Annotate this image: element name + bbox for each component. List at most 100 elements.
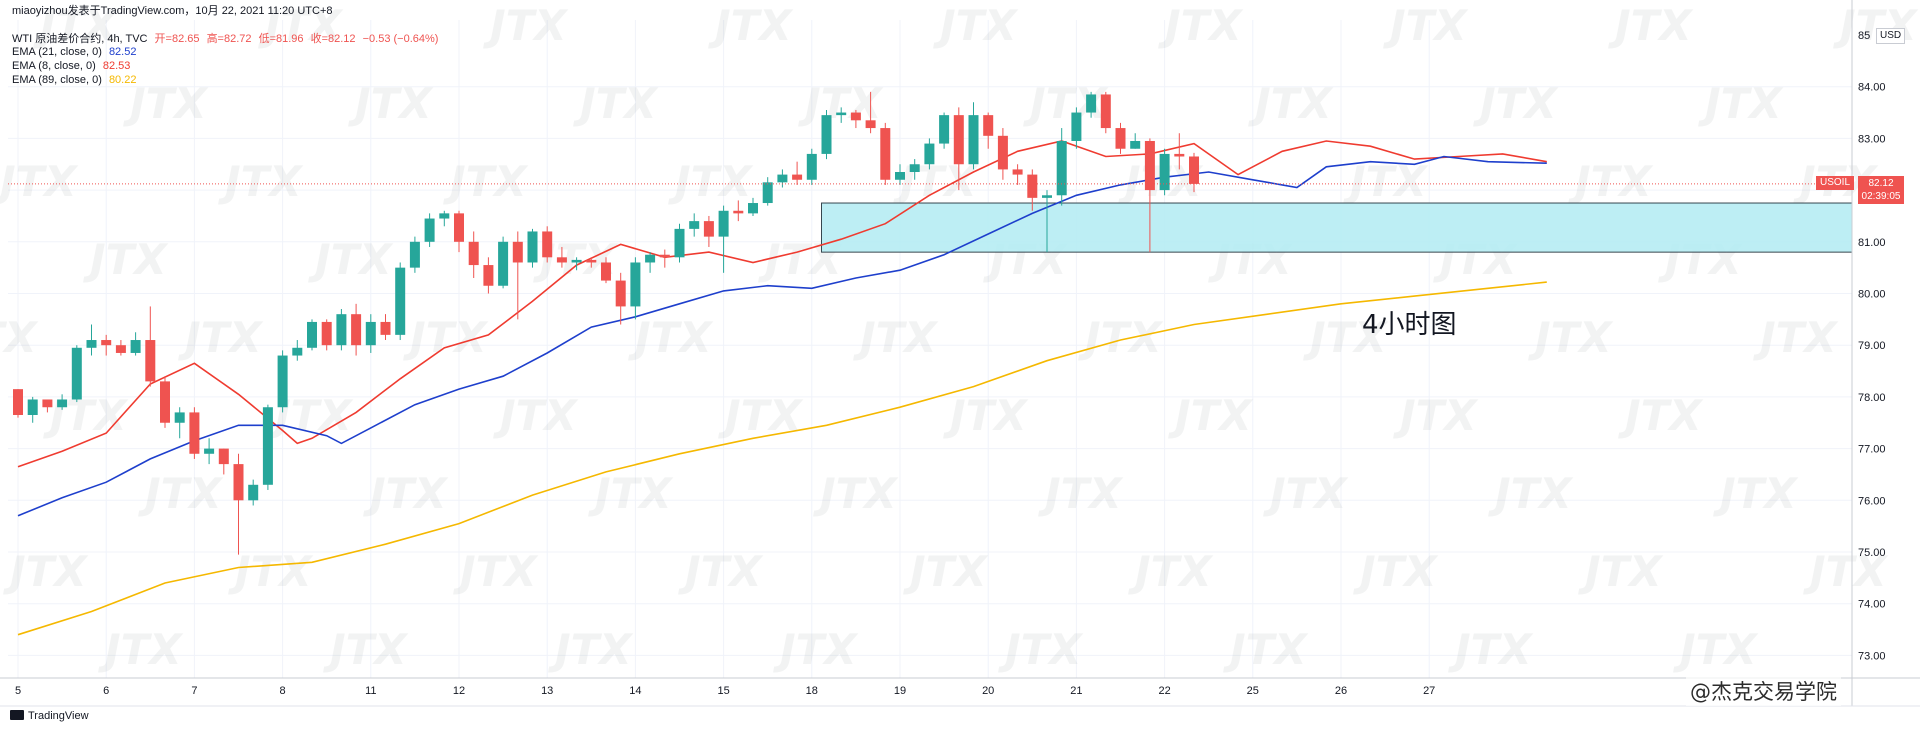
candle-down bbox=[997, 128, 1008, 180]
candle-body bbox=[1042, 195, 1052, 198]
candle-body bbox=[71, 347, 82, 400]
candle-body bbox=[983, 115, 994, 136]
indicator-ema89[interactable]: EMA (89, close, 0) 80.22 bbox=[12, 74, 140, 86]
candle-body bbox=[454, 213, 464, 242]
jtx-watermark: JTX bbox=[178, 313, 264, 362]
tradingview-logo[interactable]: TradingView bbox=[10, 710, 89, 722]
support-zone bbox=[821, 202, 1853, 253]
candle-up bbox=[689, 213, 700, 237]
candle-body bbox=[953, 115, 964, 165]
candle-down bbox=[542, 226, 553, 263]
candle-down bbox=[380, 314, 391, 341]
publisher-line: miaoyizhou发表于TradingView.com，10月 22, 202… bbox=[12, 5, 333, 17]
candle-body bbox=[351, 314, 362, 346]
candle-up bbox=[748, 197, 758, 216]
candle-down bbox=[880, 122, 891, 185]
jtx-watermark: JTX bbox=[668, 157, 754, 206]
ema-lines bbox=[17, 140, 1547, 636]
candle-body bbox=[468, 241, 479, 266]
candle-body bbox=[204, 448, 215, 454]
candle-body bbox=[233, 464, 244, 501]
indicator-ema21[interactable]: EMA (21, close, 0) 82.52 bbox=[12, 46, 140, 58]
y-tick-label: 73.00 bbox=[1858, 650, 1886, 662]
jtx-watermark: JTX bbox=[1353, 547, 1439, 596]
symbol-name: WTI 原油差价合约, 4h, TVC bbox=[12, 33, 148, 45]
indicator-label: EMA (89, close, 0) bbox=[12, 74, 102, 86]
y-tick-label: 85 bbox=[1858, 30, 1870, 42]
jtx-watermark: JTX bbox=[98, 625, 184, 674]
candle-body bbox=[189, 412, 200, 454]
candle-down bbox=[13, 389, 23, 418]
candle-body bbox=[1144, 140, 1155, 191]
jtx-watermark: JTX bbox=[1038, 469, 1124, 518]
jtx-watermark: JTX bbox=[1263, 469, 1349, 518]
candle-up bbox=[439, 210, 450, 227]
jtx-watermark: JTX bbox=[628, 313, 714, 362]
candle-down bbox=[703, 215, 714, 247]
price-badge: 82.12 02:39:05 bbox=[1858, 176, 1904, 204]
jtx-watermark: JTX bbox=[228, 547, 314, 596]
candle-body bbox=[674, 228, 685, 258]
currency-label[interactable]: USD bbox=[1876, 28, 1906, 44]
candle-body bbox=[527, 231, 538, 263]
jtx-watermark: JTX bbox=[1618, 391, 1704, 440]
jtx-watermark: JTX bbox=[1578, 547, 1664, 596]
candle-down bbox=[468, 231, 479, 278]
symbol-line: WTI 原油差价合约, 4h, TVC 开=82.65 高=82.72 低=81… bbox=[12, 30, 442, 46]
candle-down bbox=[1174, 133, 1185, 170]
ema-line bbox=[17, 155, 1547, 517]
candle-body bbox=[380, 321, 391, 335]
support-zone-rect bbox=[821, 202, 1853, 253]
candle-up bbox=[71, 345, 82, 403]
candle-down bbox=[586, 257, 597, 268]
candle-body bbox=[748, 203, 758, 214]
candle-body bbox=[292, 347, 303, 356]
candle-up bbox=[924, 138, 935, 170]
jtx-watermark: JTX bbox=[933, 1, 1019, 50]
jtx-watermark: JTX bbox=[0, 313, 39, 362]
candle-up bbox=[777, 169, 788, 188]
candle-body bbox=[601, 262, 611, 281]
jtx-watermark: JTX bbox=[813, 469, 899, 518]
jtx-watermark: JTX bbox=[708, 1, 794, 50]
candle-down bbox=[321, 319, 332, 351]
jtx-watermark: JTX bbox=[893, 157, 979, 206]
jtx-watermark: JTX bbox=[483, 1, 569, 50]
candle-down bbox=[42, 399, 53, 413]
candle-body bbox=[395, 267, 406, 335]
open-value: 开=82.65 bbox=[154, 33, 200, 45]
candle-down bbox=[160, 376, 170, 428]
candle-body bbox=[27, 399, 38, 415]
indicator-value: 80.22 bbox=[108, 74, 137, 86]
x-tick-label: 6 bbox=[103, 685, 109, 697]
candle-body bbox=[336, 314, 347, 346]
candle-body bbox=[865, 120, 876, 129]
x-tick-label: 11 bbox=[365, 685, 376, 697]
jtx-watermark: JTX bbox=[943, 391, 1029, 440]
price-badge-countdown: 02:39:05 bbox=[1861, 191, 1901, 202]
y-tick-label: 77.00 bbox=[1858, 444, 1886, 456]
x-tick-label: 25 bbox=[1247, 685, 1259, 697]
candle-up bbox=[365, 314, 376, 353]
candle-up bbox=[1159, 148, 1170, 196]
jtx-watermark: JTX bbox=[1078, 313, 1164, 362]
candle-down bbox=[1012, 164, 1023, 185]
candle-body bbox=[777, 174, 788, 183]
candle-body bbox=[1056, 140, 1067, 196]
candle-up bbox=[1130, 133, 1141, 149]
jtx-watermark: JTX bbox=[998, 625, 1084, 674]
indicator-ema8[interactable]: EMA (8, close, 0) 82.53 bbox=[12, 60, 134, 72]
jtx-watermark: JTX bbox=[33, 1, 119, 50]
jtx-watermark: JTX bbox=[443, 157, 529, 206]
candle-body bbox=[130, 340, 141, 353]
candle-down bbox=[615, 272, 626, 325]
candle-body bbox=[1174, 153, 1185, 157]
x-tick-label: 14 bbox=[629, 685, 641, 697]
jtx-watermark: JTX bbox=[1128, 547, 1214, 596]
candle-up bbox=[307, 319, 317, 351]
jtx-watermark: JTX bbox=[1528, 313, 1614, 362]
jtx-watermark: JTX bbox=[1568, 157, 1654, 206]
candle-up bbox=[895, 164, 905, 185]
